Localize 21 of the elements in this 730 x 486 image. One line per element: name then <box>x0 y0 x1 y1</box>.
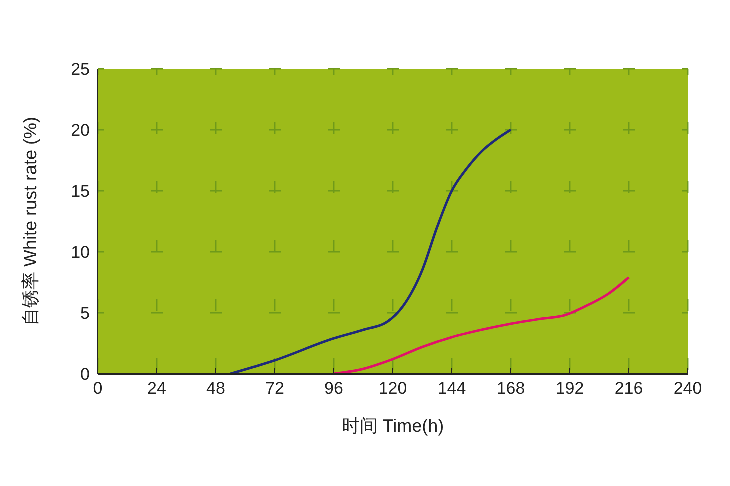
y-tick-label: 10 <box>71 243 90 262</box>
x-tick-label: 144 <box>438 379 466 398</box>
x-tick-label: 96 <box>324 379 344 398</box>
y-axis-title: 自锈率 White rust rate (%) <box>20 116 40 326</box>
x-tick-label: 0 <box>93 379 103 398</box>
y-tick-label: 15 <box>71 182 90 202</box>
x-tick-label: 24 <box>148 379 166 398</box>
x-tick-label: 192 <box>556 379 584 398</box>
y-tick-label: 20 <box>71 121 90 140</box>
x-tick-label: 48 <box>206 379 226 398</box>
x-tick-label: 120 <box>378 379 408 398</box>
y-tick-label: 5 <box>80 304 90 324</box>
x-tick-label: 240 <box>674 379 702 398</box>
x-tick-label: 168 <box>496 379 526 398</box>
x-tick-label: 72 <box>266 379 284 398</box>
y-tick-label: 25 <box>71 60 90 80</box>
x-axis-title: 时间 Time(h) <box>342 416 444 436</box>
line-series <box>332 276 630 374</box>
y-tick-label: 0 <box>80 365 90 384</box>
line-series <box>230 128 512 374</box>
x-tick-label: 216 <box>614 379 644 398</box>
